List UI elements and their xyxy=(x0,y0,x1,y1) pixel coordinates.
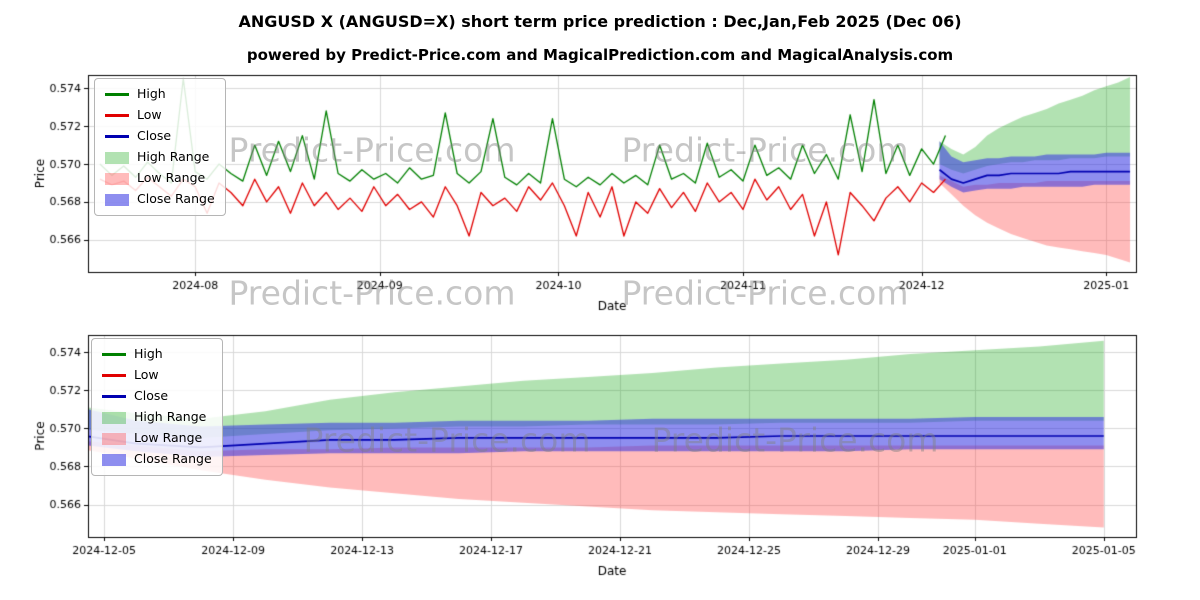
legend-label: Close xyxy=(134,388,169,404)
legend-history: High Low Close High Range Low Range Close Ran… xyxy=(94,78,226,216)
legend-forecast: High Low Close High Range Low Range Close Ran… xyxy=(91,338,223,476)
legend-label: Close xyxy=(137,128,172,144)
legend-item: Low xyxy=(102,367,212,384)
legend-band-swatch xyxy=(102,411,126,424)
legend-item: High xyxy=(102,346,212,363)
legend-label: Low Range xyxy=(137,170,206,186)
legend-label: Close Range xyxy=(137,191,215,207)
legend-label: High Range xyxy=(137,149,210,165)
legend-label: Close Range xyxy=(134,451,212,467)
legend-line-swatch xyxy=(105,135,129,138)
legend-line-swatch xyxy=(102,353,126,356)
legend-label: Low xyxy=(134,367,159,383)
legend-item: High Range xyxy=(105,149,215,166)
legend-band-swatch xyxy=(102,453,126,466)
chart-subtitle: powered by Predict-Price.com and Magical… xyxy=(246,46,954,64)
legend-label: Low xyxy=(137,107,162,123)
chart-title: ANGUSD X (ANGUSD=X) short term price pre… xyxy=(238,12,962,31)
legend-label: High xyxy=(137,86,166,102)
legend-line-swatch xyxy=(105,93,129,96)
legend-item: High xyxy=(105,86,215,103)
legend-line-swatch xyxy=(102,395,126,398)
legend-item: Low xyxy=(105,107,215,124)
legend-item: High Range xyxy=(102,409,212,426)
legend-band-swatch xyxy=(105,151,129,164)
legend-item: Close Range xyxy=(105,191,215,208)
legend-item: Close xyxy=(105,128,215,145)
legend-item: Close Range xyxy=(102,451,212,468)
legend-label: High Range xyxy=(134,409,207,425)
legend-line-swatch xyxy=(105,114,129,117)
legend-label: High xyxy=(134,346,163,362)
legend-item: Low Range xyxy=(105,170,215,187)
legend-band-swatch xyxy=(102,432,126,445)
legend-label: Low Range xyxy=(134,430,203,446)
legend-band-swatch xyxy=(105,193,129,206)
legend-item: Low Range xyxy=(102,430,212,447)
legend-item: Close xyxy=(102,388,212,405)
legend-line-swatch xyxy=(102,374,126,377)
legend-band-swatch xyxy=(105,172,129,185)
